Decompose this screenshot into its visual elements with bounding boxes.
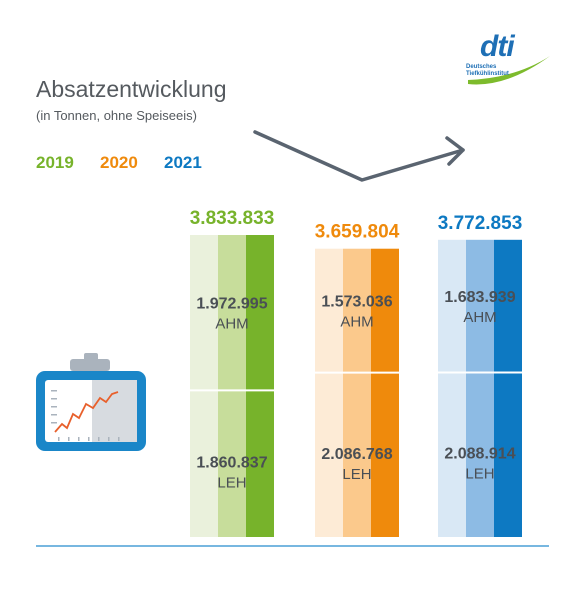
ahm-label-2021: AHM	[463, 309, 496, 326]
bar-stripe-2019-3	[246, 235, 274, 537]
leh-label-2020: LEH	[342, 466, 371, 483]
labels-group: 3.833.833 1.972.995 AHM 1.860.837 LEH 3.659.8…	[190, 208, 523, 492]
bar-group-2019	[190, 235, 274, 537]
logo-swoosh-icon	[468, 56, 550, 85]
chart-title: Absatzentwicklung	[36, 76, 227, 102]
total-label-2020: 3.659.804	[315, 222, 400, 243]
trend-arrow	[253, 130, 465, 182]
logo-line2: Tiefkühlinstitut	[466, 71, 509, 77]
legend-2021: 2021	[164, 153, 202, 172]
leh-value-2019: 1.860.837	[196, 455, 267, 472]
legend-2019: 2019	[36, 153, 74, 172]
bar-stripe-2019-2	[218, 235, 246, 537]
dti-logo: dti Deutsches Tiefkühlinstitut	[466, 30, 552, 90]
leh-label-2021: LEH	[465, 466, 494, 483]
bar-stripe-2021-2	[466, 239, 494, 538]
bar-stripe-2020-3	[371, 248, 399, 537]
bar-group-2020	[315, 248, 399, 537]
ahm-label-2020: AHM	[340, 314, 373, 331]
ahm-value-2021: 1.683.939	[444, 289, 515, 306]
bar-stripe-2020-1	[315, 248, 343, 537]
bar-stripe-2019-1	[190, 235, 218, 537]
bar-group-2021	[438, 239, 522, 538]
ahm-label-2019: AHM	[215, 316, 248, 333]
ahm-value-2019: 1.972.995	[196, 296, 267, 313]
leh-value-2020: 2.086.768	[321, 446, 392, 463]
bar-stripe-2021-3	[494, 239, 522, 538]
leh-value-2021: 2.088.914	[444, 446, 515, 463]
bars-group	[190, 235, 522, 538]
total-label-2019: 3.833.833	[190, 208, 275, 229]
chart-subtitle: (in Tonnen, ohne Speiseeis)	[36, 108, 197, 123]
clipboard-chart-icon	[36, 353, 146, 451]
leh-label-2019: LEH	[217, 475, 246, 492]
logo-line1: Deutsches	[466, 64, 497, 70]
legend-2020: 2020	[100, 153, 138, 172]
logo-brand: dti	[480, 30, 515, 63]
ahm-value-2020: 1.573.036	[321, 294, 392, 311]
bar-stripe-2020-2	[343, 248, 371, 537]
bar-stripe-2021-1	[438, 239, 466, 538]
total-label-2021: 3.772.853	[438, 213, 523, 234]
